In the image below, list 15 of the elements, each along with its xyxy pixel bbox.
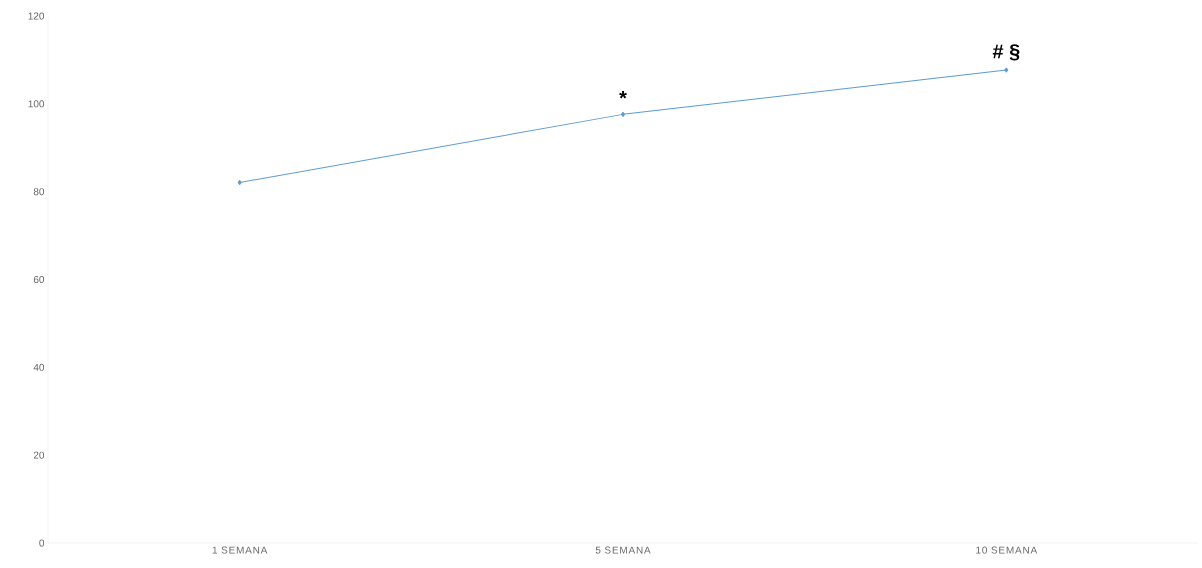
annotation: *: [619, 91, 627, 99]
point: [1004, 67, 1009, 73]
y-tick-label: 20: [33, 451, 45, 459]
y-tick-label: 60: [33, 275, 45, 284]
x-tick-label: 10 SEMANA: [976, 546, 1038, 554]
y-tick-label: 0: [39, 539, 45, 547]
y-tick-label: 120: [28, 12, 45, 20]
point: [621, 111, 625, 117]
y-tick-label: 80: [33, 188, 45, 196]
annotation: # §: [992, 44, 1020, 61]
point: [237, 179, 242, 185]
x-tick-label: 5 SEMANA: [595, 546, 651, 554]
x-tick-label: 1 SEMANA: [212, 546, 268, 554]
y-tick-label: 40: [33, 363, 45, 371]
y-tick-label: 100: [28, 100, 45, 108]
